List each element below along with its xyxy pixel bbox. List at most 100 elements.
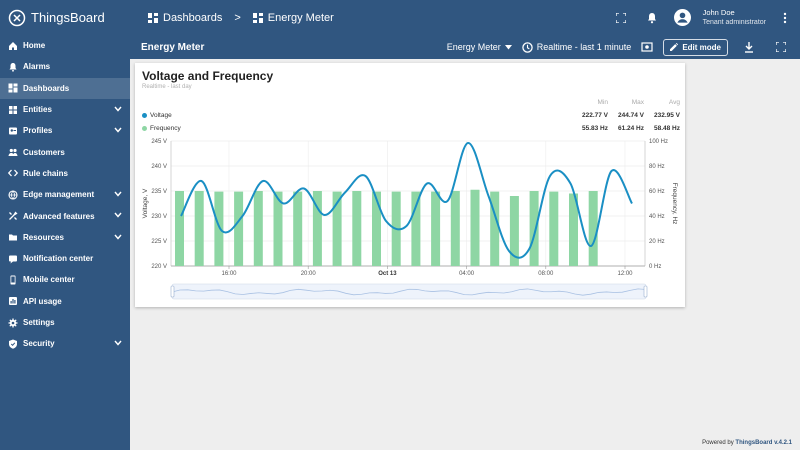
x-tick-label: 20:00 bbox=[301, 271, 317, 277]
user-info[interactable]: John Doe Tenant administrator bbox=[703, 8, 766, 28]
frequency-bar bbox=[194, 191, 204, 266]
sidebar-item-label: Rule chains bbox=[23, 168, 68, 178]
alarm-icon bbox=[8, 62, 18, 72]
frequency-bar bbox=[509, 196, 519, 266]
top-actions: John Doe Tenant administrator bbox=[615, 8, 800, 28]
edit-mode-button[interactable]: Edit mode bbox=[663, 38, 728, 56]
rule-chain-icon bbox=[8, 168, 18, 178]
frequency-bar bbox=[352, 191, 362, 266]
frequency-bar bbox=[431, 191, 441, 266]
sidebar-item-notification-center[interactable]: Notification center bbox=[0, 248, 130, 269]
clock-icon bbox=[522, 41, 533, 53]
sidebar-item-edge-management[interactable]: Edge management bbox=[0, 184, 130, 205]
sidebar-item-label: Home bbox=[23, 41, 46, 51]
sidebar-item-settings[interactable]: Settings bbox=[0, 312, 130, 333]
chevron-down-icon bbox=[114, 126, 122, 135]
state-selector[interactable]: Energy Meter bbox=[447, 42, 512, 52]
chart-legend: Min Max Avg Voltage 222.77 V 244.74 V 23… bbox=[142, 96, 680, 135]
x-tick-label: 08:00 bbox=[538, 271, 554, 277]
sidebar-item-rule-chains[interactable]: Rule chains bbox=[0, 163, 130, 184]
app-logo[interactable]: ThingsBoard bbox=[0, 9, 130, 27]
sidebar-item-mobile-center[interactable]: Mobile center bbox=[0, 269, 130, 290]
sidebar-item-customers[interactable]: Customers bbox=[0, 141, 130, 162]
legend-row-voltage[interactable]: Voltage 222.77 V 244.74 V 232.95 V bbox=[142, 109, 680, 122]
y-left-axis-title: Voltage, V bbox=[142, 188, 149, 218]
frequency-bar bbox=[569, 193, 578, 266]
sidebar-item-api-usage[interactable]: API usage bbox=[0, 291, 130, 312]
frequency-bar bbox=[549, 191, 559, 266]
notification-icon bbox=[8, 254, 18, 264]
timewindow-button[interactable]: Realtime - last 1 minute bbox=[522, 41, 632, 53]
fullscreen-icon[interactable] bbox=[776, 42, 786, 52]
widget-subtitle: Realtime - last day bbox=[142, 84, 192, 90]
dashboard-icon bbox=[148, 12, 158, 23]
sidebar-item-profiles[interactable]: Profiles bbox=[0, 120, 130, 141]
home-icon bbox=[8, 41, 18, 51]
chevron-down-icon bbox=[114, 339, 122, 348]
frequency-bar bbox=[588, 191, 598, 266]
user-name: John Doe bbox=[702, 7, 735, 17]
frequency-bar bbox=[332, 191, 342, 266]
sidebar-item-home[interactable]: Home bbox=[0, 35, 130, 56]
y-right-tick-label: 80 Hz bbox=[649, 164, 665, 170]
sidebar-item-advanced-features[interactable]: Advanced features bbox=[0, 205, 130, 226]
x-tick-label: 16:00 bbox=[221, 271, 237, 277]
settings-icon bbox=[8, 318, 18, 328]
security-icon bbox=[8, 339, 18, 349]
frequency-bar bbox=[253, 191, 263, 266]
data-zoom-handle-left[interactable] bbox=[170, 285, 175, 298]
voltage-series-dot bbox=[142, 113, 147, 118]
more-vert-icon[interactable] bbox=[782, 12, 788, 24]
legend-voltage-max: 244.74 V bbox=[617, 112, 644, 119]
sidebar-item-entities[interactable]: Entities bbox=[0, 99, 130, 120]
sidebar-item-security[interactable]: Security bbox=[0, 333, 130, 354]
breadcrumb-dashboards[interactable]: Dashboards bbox=[148, 12, 222, 24]
frequency-bar bbox=[529, 191, 539, 266]
voltage-frequency-chart: 220 V 225 V 230 V 235 V 240 V 245 V 0 Hz 20 Hz 4… bbox=[142, 139, 678, 300]
legend-row-frequency[interactable]: Frequency 55.83 Hz 61.24 Hz 58.48 Hz bbox=[142, 122, 680, 135]
footer-version-link[interactable]: ThingsBoard v.4.2.1 bbox=[735, 440, 792, 446]
frequency-bar bbox=[273, 191, 283, 266]
y-right-tick-label: 60 Hz bbox=[649, 189, 665, 195]
sidebar-item-resources[interactable]: Resources bbox=[0, 227, 130, 248]
account-avatar-icon[interactable] bbox=[673, 9, 691, 26]
voltage-line bbox=[180, 142, 633, 259]
frequency-bar bbox=[293, 191, 303, 266]
sidebar-item-alarms[interactable]: Alarms bbox=[0, 56, 130, 77]
legend-frequency-min: 55.83 Hz bbox=[581, 125, 608, 132]
top-bar: ThingsBoard Dashboards > Energy Meter Jo… bbox=[0, 0, 800, 35]
y-right-axis-title: Frequency, Hz bbox=[671, 183, 678, 225]
thingsboard-logo-icon bbox=[8, 9, 26, 26]
fullscreen-icon[interactable] bbox=[615, 12, 626, 23]
dashboard-icon bbox=[8, 83, 18, 93]
footer: Powered by ThingsBoard v.4.2.1 bbox=[702, 440, 792, 446]
sidebar-item-label: Resources bbox=[23, 232, 64, 242]
sidebar-nav: Home Alarms Dashboards Entities Profiles Cust… bbox=[0, 35, 130, 354]
download-icon[interactable] bbox=[744, 41, 754, 53]
frequency-bar bbox=[450, 191, 460, 266]
dashboard-icon bbox=[252, 12, 263, 23]
y-right-tick-label: 100 Hz bbox=[649, 139, 668, 145]
legend-frequency-name: Frequency bbox=[150, 125, 181, 132]
widget-title: Voltage and Frequency bbox=[142, 69, 274, 83]
customers-icon bbox=[8, 147, 18, 157]
frequency-bar bbox=[470, 189, 480, 266]
timewindow-label: Realtime - last 1 minute bbox=[536, 42, 632, 52]
edit-mode-label: Edit mode bbox=[682, 42, 721, 52]
frequency-series-dot bbox=[142, 126, 147, 131]
y-left-tick-label: 220 V bbox=[151, 264, 167, 270]
y-right-tick-label: 20 Hz bbox=[649, 239, 665, 245]
sidebar-item-label: Entities bbox=[23, 105, 52, 115]
advanced-icon bbox=[8, 211, 18, 221]
dashboard-tools: Energy Meter Realtime - last 1 minute Ed… bbox=[447, 38, 800, 56]
frequency-bar bbox=[175, 191, 184, 266]
resources-icon bbox=[8, 232, 18, 242]
breadcrumb-current: Energy Meter bbox=[252, 12, 334, 24]
notification-bell-icon[interactable] bbox=[646, 12, 658, 24]
data-zoom-handle-right[interactable] bbox=[643, 285, 648, 298]
dashboard-toolbar: Energy Meter Energy Meter Realtime - las… bbox=[130, 35, 800, 59]
screenshot-icon[interactable] bbox=[641, 41, 653, 53]
sidebar-item-dashboards[interactable]: Dashboards bbox=[0, 77, 130, 99]
sidebar-item-label: Settings bbox=[23, 318, 55, 327]
sidebar-item-label: Edge management bbox=[23, 190, 95, 200]
